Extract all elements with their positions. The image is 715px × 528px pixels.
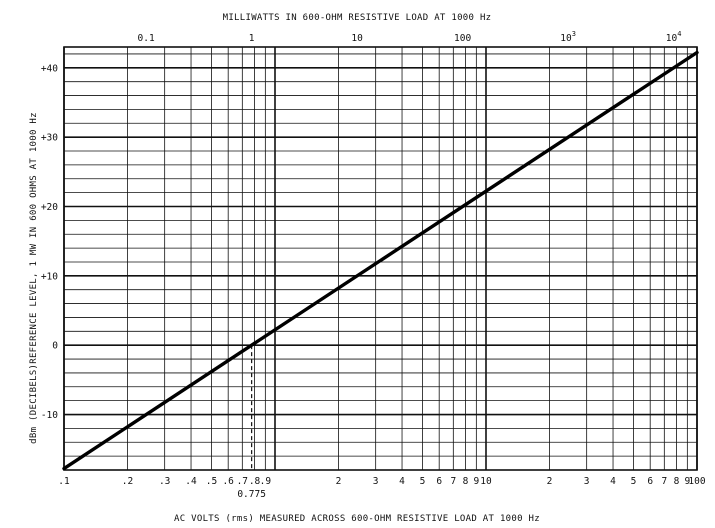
x-tick-label: 3: [584, 476, 590, 487]
x-tick-label: 2: [336, 476, 342, 487]
chart-grid: [63, 46, 698, 471]
x-tick-label: 5: [631, 476, 637, 487]
x-tick-label: .8: [249, 476, 261, 487]
y-tick-label: +30: [41, 133, 58, 144]
top-tick-label: 104: [666, 30, 682, 44]
x-tick-label: .6: [222, 476, 234, 487]
x-axis-label: AC VOLTS (rms) MEASURED ACROSS 600-OHM R…: [174, 514, 540, 524]
x-tick-label: .2: [122, 476, 133, 487]
x-tick-label: 6: [647, 476, 653, 487]
x-tick-label: 7: [450, 476, 456, 487]
x-tick-label: 9: [473, 476, 479, 487]
top-tick-label: 0.1: [138, 33, 155, 44]
x-tick-label: 9: [684, 476, 690, 487]
y-tick-label: -10: [41, 410, 58, 421]
x-tick-label: .5: [206, 476, 217, 487]
y-axis-label: dBm (DECIBELS)REFERENCE LEVEL, 1 MW IN 6…: [29, 112, 39, 444]
x-tick-label: 5: [420, 476, 426, 487]
top-tick-label: 103: [560, 30, 576, 44]
x-tick-label: 4: [610, 476, 616, 487]
x-tick-label: .7: [237, 476, 248, 487]
x-tick-label: 2: [547, 476, 553, 487]
top-axis-tick-labels: 0.1 1 10 100 103 104: [138, 30, 682, 44]
top-tick-label: 1: [249, 33, 255, 44]
reference-0775-label: 0.775: [237, 489, 266, 500]
x-tick-label: 8: [674, 476, 680, 487]
x-tick-label: 10: [480, 476, 492, 487]
series-line-dbm-vs-volts: [62, 50, 699, 471]
x-tick-label: .9: [260, 476, 272, 487]
x-tick-label: 3: [373, 476, 379, 487]
y-tick-label: +10: [41, 271, 58, 282]
top-tick-label: 10: [351, 33, 363, 44]
top-tick-exponent: 4: [677, 30, 681, 38]
x-tick-label: 4: [399, 476, 405, 487]
y-tick-label: +40: [41, 63, 58, 74]
x-tick-label: 8: [463, 476, 469, 487]
x-tick-label: .4: [185, 476, 197, 487]
y-axis-tick-labels: +40 +30 +20 +10 0 -10: [41, 63, 58, 421]
x-tick-label: .1: [58, 476, 70, 487]
x-tick-label: 7: [661, 476, 667, 487]
y-tick-label: 0: [52, 341, 58, 352]
x-tick-label: 100: [688, 476, 705, 487]
y-tick-label: +20: [41, 202, 58, 213]
plot-frame: [63, 46, 698, 471]
chart-title: MILLIWATTS IN 600-OHM RESISTIVE LOAD AT …: [223, 13, 492, 23]
top-tick-label: 100: [454, 33, 471, 44]
x-tick-label: .3: [159, 476, 170, 487]
x-tick-label: 6: [436, 476, 442, 487]
top-tick-exponent: 3: [572, 30, 576, 38]
